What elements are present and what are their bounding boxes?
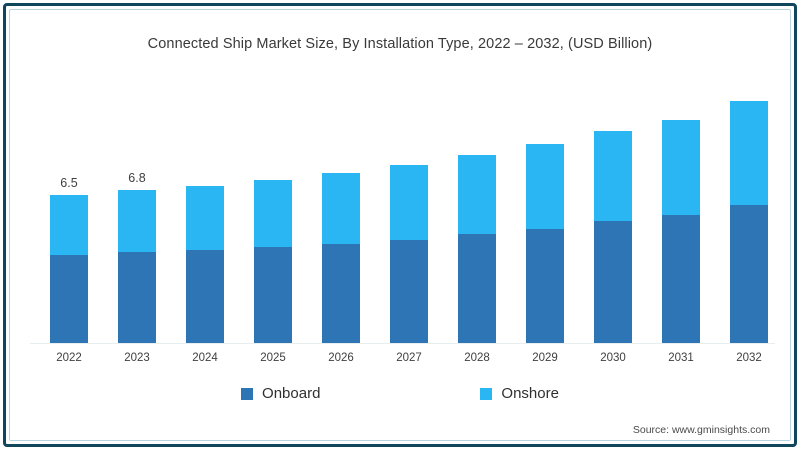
- bar-segment-onshore[interactable]: [526, 144, 564, 229]
- bar-segment-onboard[interactable]: [390, 240, 428, 343]
- bar-segment-onshore[interactable]: [50, 195, 88, 255]
- bar-segment-onboard[interactable]: [118, 252, 156, 343]
- x-axis-tick-label: 2024: [192, 352, 218, 364]
- legend-item-onboard[interactable]: Onboard: [241, 385, 320, 402]
- x-axis-tick-label: 2028: [464, 352, 490, 364]
- x-axis-tick-label: 2025: [260, 352, 286, 364]
- bar-segment-onboard[interactable]: [662, 215, 700, 343]
- bar-segment-onboard[interactable]: [526, 229, 564, 343]
- x-axis-baseline: [30, 343, 775, 344]
- bar-segment-onshore[interactable]: [730, 101, 768, 205]
- x-axis-tick-label: 2032: [736, 352, 762, 364]
- x-axis-tick-label: 2029: [532, 352, 558, 364]
- x-axis-tick-label: 2031: [668, 352, 694, 364]
- source-attribution: Source: www.gminsights.com: [632, 424, 770, 436]
- bar-group[interactable]: [254, 180, 292, 343]
- legend-swatch-onshore: [480, 387, 493, 400]
- bar-group[interactable]: [526, 144, 564, 343]
- bar-group[interactable]: [458, 155, 496, 343]
- x-axis-tick-label: 2022: [56, 352, 82, 364]
- bar-segment-onboard[interactable]: [186, 250, 224, 343]
- bar-segment-onboard[interactable]: [594, 221, 632, 343]
- bar-segment-onboard[interactable]: [730, 205, 768, 343]
- x-axis-tick-label: 2023: [124, 352, 150, 364]
- x-axis-tick-label: 2027: [396, 352, 422, 364]
- legend-label: Onshore: [501, 385, 559, 402]
- bar-segment-onboard[interactable]: [322, 244, 360, 343]
- legend-swatch-onboard: [241, 387, 254, 400]
- bar-segment-onboard[interactable]: [254, 247, 292, 343]
- bar-group[interactable]: [594, 131, 632, 343]
- x-axis-tick-label: 2030: [600, 352, 626, 364]
- bar-segment-onshore[interactable]: [662, 120, 700, 215]
- bar-group[interactable]: [662, 120, 700, 343]
- bar-group[interactable]: [730, 101, 768, 343]
- chart-title: Connected Ship Market Size, By Installat…: [147, 36, 653, 52]
- x-axis-tick-label: 2026: [328, 352, 354, 364]
- bar-segment-onshore[interactable]: [390, 165, 428, 240]
- bar-group[interactable]: [322, 173, 360, 343]
- legend-label: Onboard: [262, 385, 321, 402]
- bar-group[interactable]: 6.5: [50, 176, 88, 343]
- legend-item-onshore[interactable]: Onshore: [480, 385, 559, 402]
- bar-group[interactable]: [186, 186, 224, 343]
- bar-group[interactable]: [390, 165, 428, 343]
- bar-value-label: 6.5: [60, 176, 78, 190]
- bar-segment-onshore[interactable]: [594, 131, 632, 221]
- bar-segment-onboard[interactable]: [50, 255, 88, 343]
- bar-group[interactable]: 6.8: [118, 171, 156, 343]
- bar-segment-onshore[interactable]: [118, 190, 156, 252]
- bar-segment-onshore[interactable]: [186, 186, 224, 250]
- chart-legend: Onboard Onshore: [0, 385, 800, 402]
- bar-segment-onboard[interactable]: [458, 234, 496, 343]
- bar-segment-onshore[interactable]: [458, 155, 496, 234]
- bar-segment-onshore[interactable]: [254, 180, 292, 247]
- bar-value-label: 6.8: [128, 171, 146, 185]
- bar-segment-onshore[interactable]: [322, 173, 360, 244]
